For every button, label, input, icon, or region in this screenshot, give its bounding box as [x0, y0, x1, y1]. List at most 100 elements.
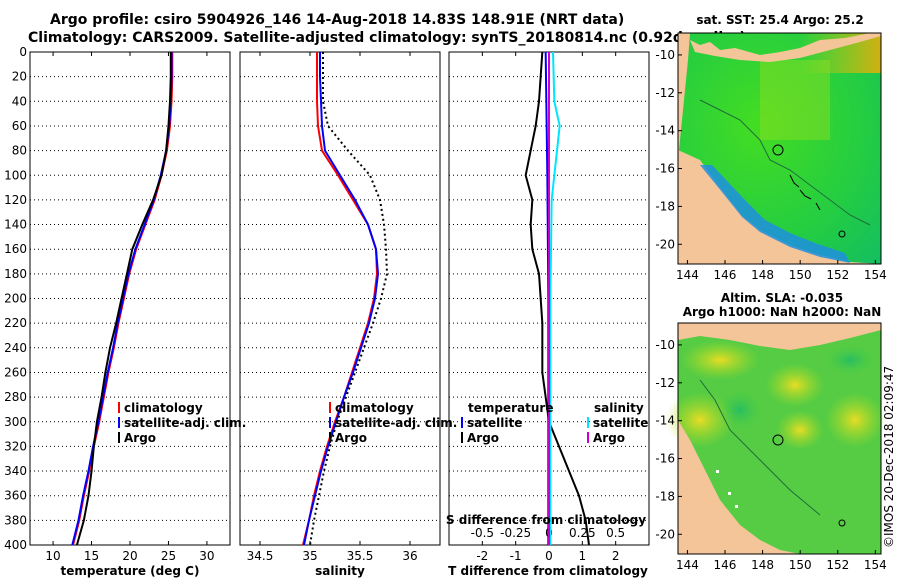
s-difference-axis-label: S difference from climatology	[446, 513, 646, 527]
series-line-satellite-adj-clim-	[303, 52, 380, 546]
credit-text: ©IMOS 20-Dec-2018 02:09:47	[882, 366, 896, 548]
depth-axis: 0 20 40 60 80 100 120 140 160 180 200 220 240 260 280 3…	[4, 45, 27, 552]
map-y-tick-label: -20	[655, 527, 675, 541]
sst-map-image	[678, 33, 881, 264]
depth-tick-label: 200	[4, 292, 27, 306]
map-y-tick-label: -18	[655, 489, 675, 503]
depth-tick-label: 100	[4, 168, 27, 182]
legend-argo-2: Argo	[335, 431, 367, 445]
x-tick-label: 10	[45, 549, 60, 563]
depth-tick-label: 120	[4, 193, 27, 207]
salinity-legend: climatology satellite-adj. clim. Argo	[329, 401, 457, 445]
legend-temperature-heading: temperature	[468, 401, 553, 415]
series-line-salinity-satellite	[549, 51, 561, 545]
x-tick-label: 15	[84, 549, 99, 563]
x-tick-label: 2	[612, 549, 620, 563]
map-x-tick-label: 146	[714, 558, 737, 572]
series-line-temperature-argo	[524, 51, 590, 546]
x-tick-label: 30	[199, 549, 214, 563]
legend-t-argo: Argo	[467, 431, 499, 445]
depth-tick-label: 300	[4, 415, 27, 429]
map-x-tick-label: 150	[789, 558, 812, 572]
sla-map-title: Altim. SLA: -0.035	[721, 291, 843, 305]
map-y-tick-label: -20	[655, 237, 675, 251]
x-tick-label: -1	[510, 549, 522, 563]
legend-climatology: climatology	[124, 401, 203, 415]
map-x-tick-label: 152	[826, 558, 849, 572]
map-x-tick-label: 148	[751, 268, 774, 282]
x-tick-label: -2	[476, 549, 488, 563]
legend-climatology-2: climatology	[335, 401, 414, 415]
map-x-tick-label: 150	[789, 268, 812, 282]
series-line-argo	[75, 52, 172, 546]
depth-tick-label: 400	[4, 538, 27, 552]
argo-position-marker-2	[772, 434, 784, 446]
legend-argo: Argo	[124, 431, 156, 445]
depth-tick-label: 240	[4, 341, 27, 355]
temperature-axis-label: temperature (deg C)	[61, 564, 200, 578]
series-line-temperature-satellite	[544, 51, 550, 545]
map-x-tick-label: 154	[864, 268, 887, 282]
map-y-tick-label: -10	[655, 48, 675, 62]
argo-position-marker-1	[772, 144, 784, 156]
x-tick-label: 35.5	[347, 549, 374, 563]
map-y-tick-label: -12	[655, 376, 675, 390]
t-difference-axis-label: T difference from climatology	[448, 564, 648, 578]
x-tick-label: 25	[161, 549, 176, 563]
map-y-tick-label: -10	[655, 338, 675, 352]
legend-t-satellite: satellite	[467, 416, 522, 430]
top-x-tick-label: 0.5	[606, 526, 625, 540]
map-x-tick-label: 152	[826, 268, 849, 282]
depth-tick-label: 20	[12, 70, 27, 84]
map-y-tick-label: -16	[655, 162, 675, 176]
depth-tick-label: 380	[4, 513, 27, 527]
temperature-legend: climatology satellite-adj. clim. Argo	[118, 401, 246, 445]
x-tick-label: 35	[302, 549, 317, 563]
legend-satellite-adj-2: satellite-adj. clim.	[335, 416, 457, 430]
depth-tick-label: 80	[12, 144, 27, 158]
series-line-argo	[309, 52, 389, 546]
depth-tick-label: 60	[12, 119, 27, 133]
depth-tick-label: 320	[4, 439, 27, 453]
sst-map-title: sat. SST: 25.4 Argo: 25.2	[696, 13, 863, 27]
legend-s-satellite: satellite	[593, 416, 648, 430]
depth-tick-label: 40	[12, 94, 27, 108]
map-y-tick-label: -14	[655, 414, 675, 428]
x-tick-label: 36	[402, 549, 417, 563]
depth-tick-label: 280	[4, 390, 27, 404]
depth-tick-label: 160	[4, 242, 27, 256]
depth-tick-label: 180	[4, 267, 27, 281]
x-tick-label: 34.5	[247, 549, 274, 563]
x-tick-label: 0	[545, 549, 553, 563]
map-y-tick-label: -12	[655, 86, 675, 100]
map-x-tick-label: 146	[714, 268, 737, 282]
depth-tick-label: 0	[19, 45, 27, 59]
figure-title-line2: Climatology: CARS2009. Satellite-adjuste…	[28, 30, 746, 46]
depth-tick-label: 260	[4, 365, 27, 379]
map-x-tick-label: 144	[676, 558, 699, 572]
map-y-tick-label: -14	[655, 124, 675, 138]
map-x-tick-label: 154	[864, 558, 887, 572]
figure-title-line1: Argo profile: csiro 5904926_146 14-Aug-2…	[50, 12, 624, 28]
salinity-axis-label: salinity	[315, 564, 365, 578]
sla-map-subtitle: Argo h1000: NaN h2000: NaN	[683, 305, 882, 319]
legend-s-argo: Argo	[593, 431, 625, 445]
top-x-tick-label: 0.25	[569, 526, 596, 540]
sst-map: sat. SST: 25.4 Argo: 25.2 144 146 148 150 15…	[655, 13, 886, 282]
legend-satellite-adj: satellite-adj. clim.	[124, 416, 246, 430]
difference-panel: -2 -1 0 1 2 -0.5 -0.25 0 0.25 0.5 temperature sa…	[446, 51, 650, 578]
sla-map: Altim. SLA: -0.035 Argo h1000: NaN h2000…	[655, 291, 886, 572]
depth-tick-label: 340	[4, 464, 27, 478]
x-tick-label: 20	[122, 549, 137, 563]
depth-tick-label: 140	[4, 218, 27, 232]
map-y-tick-label: -16	[655, 452, 675, 466]
map-x-tick-label: 148	[751, 558, 774, 572]
map-x-tick-label: 144	[676, 268, 699, 282]
temperature-panel: 0 20 40 60 80 100 120 140 160 180 200 220 240 260 280 3…	[4, 45, 246, 578]
difference-legend: temperature satellite Argo salinity sate…	[461, 401, 648, 445]
x-tick-label: 1	[579, 549, 587, 563]
map-y-tick-label: -18	[655, 199, 675, 213]
depth-tick-label: 360	[4, 489, 27, 503]
salinity-panel: 34.5 35 35.5 36 climatology satellite-adj. …	[239, 51, 457, 578]
